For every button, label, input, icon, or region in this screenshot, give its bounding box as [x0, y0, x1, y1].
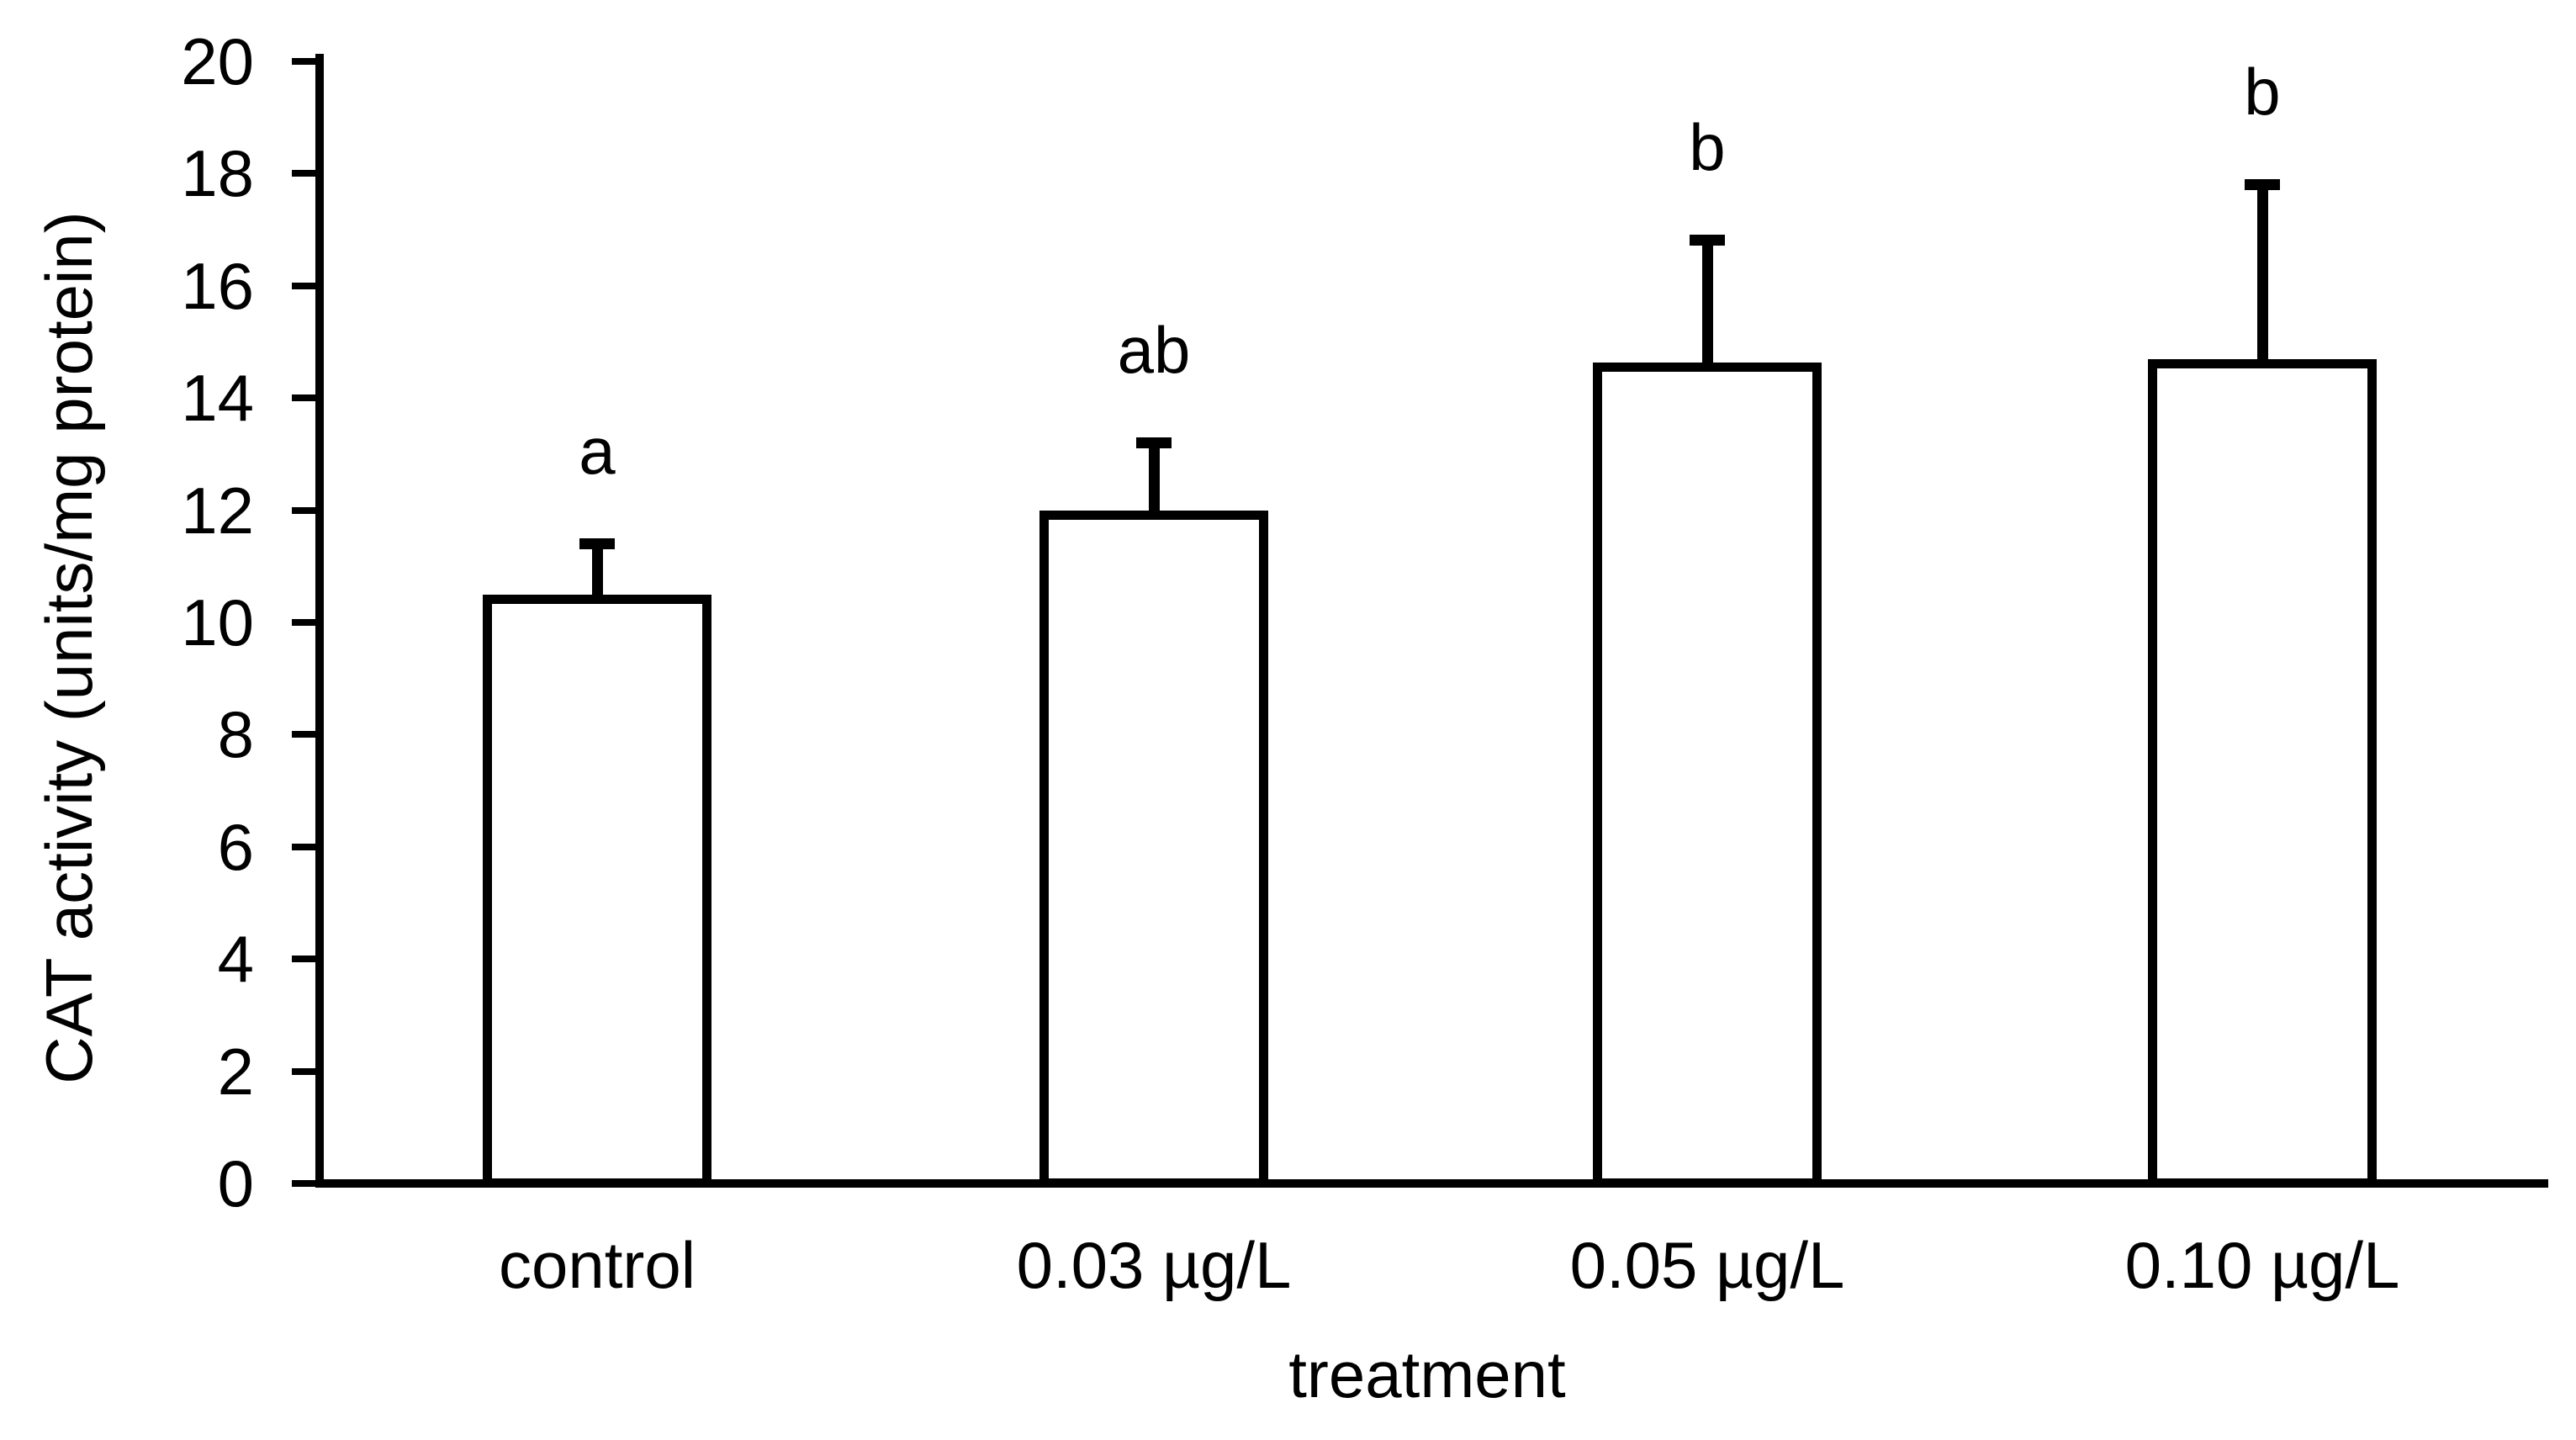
x-category-label: 0.10 µg/L — [2124, 1228, 2400, 1302]
error-bar-cap — [1136, 437, 1172, 448]
error-bar-cap — [2245, 178, 2280, 190]
y-tick — [292, 731, 315, 739]
bar-0-05-g-l — [1593, 362, 1822, 1188]
y-tick — [292, 1067, 315, 1075]
x-category-label: 0.05 µg/L — [1569, 1228, 1845, 1302]
y-tick — [292, 843, 315, 850]
y-tick-label: 6 — [217, 809, 254, 884]
y-tick — [292, 1180, 315, 1187]
y-axis-line — [315, 54, 324, 1188]
error-bar-line — [1148, 437, 1160, 518]
bar-control — [483, 595, 711, 1188]
y-tick-label: 14 — [181, 361, 254, 436]
y-tick-label: 0 — [217, 1146, 254, 1220]
y-tick — [292, 956, 315, 963]
y-tick — [292, 282, 315, 289]
y-tick-label: 18 — [181, 136, 254, 211]
sig-letter: a — [579, 413, 616, 488]
y-tick — [292, 394, 315, 402]
y-tick-label: 10 — [181, 585, 254, 659]
error-bar-line — [2256, 178, 2268, 367]
sig-letter: b — [2244, 54, 2281, 129]
x-category-label: 0.03 µg/L — [1016, 1228, 1292, 1302]
y-tick-label: 2 — [217, 1034, 254, 1109]
y-tick — [292, 506, 315, 514]
error-bar-cap — [579, 537, 615, 549]
bar-0-10-g-l — [2148, 359, 2377, 1188]
error-bar-line — [1701, 235, 1713, 369]
y-tick-label: 4 — [217, 922, 254, 997]
y-tick — [292, 170, 315, 177]
error-bar-cap — [1690, 235, 1725, 246]
y-tick-label: 12 — [181, 473, 254, 548]
x-axis-line — [315, 1179, 2548, 1188]
x-axis-title: treatment — [1288, 1337, 1566, 1411]
y-tick-label: 20 — [181, 24, 254, 98]
y-tick-label: 16 — [181, 248, 254, 323]
bar-0-03-g-l — [1039, 511, 1268, 1188]
error-bar-line — [591, 537, 603, 602]
y-tick-label: 8 — [217, 697, 254, 772]
x-category-label: control — [498, 1228, 696, 1302]
sig-letter: ab — [1117, 312, 1191, 387]
y-tick — [292, 58, 315, 65]
y-tick — [292, 619, 315, 626]
sig-letter: b — [1689, 110, 1726, 185]
